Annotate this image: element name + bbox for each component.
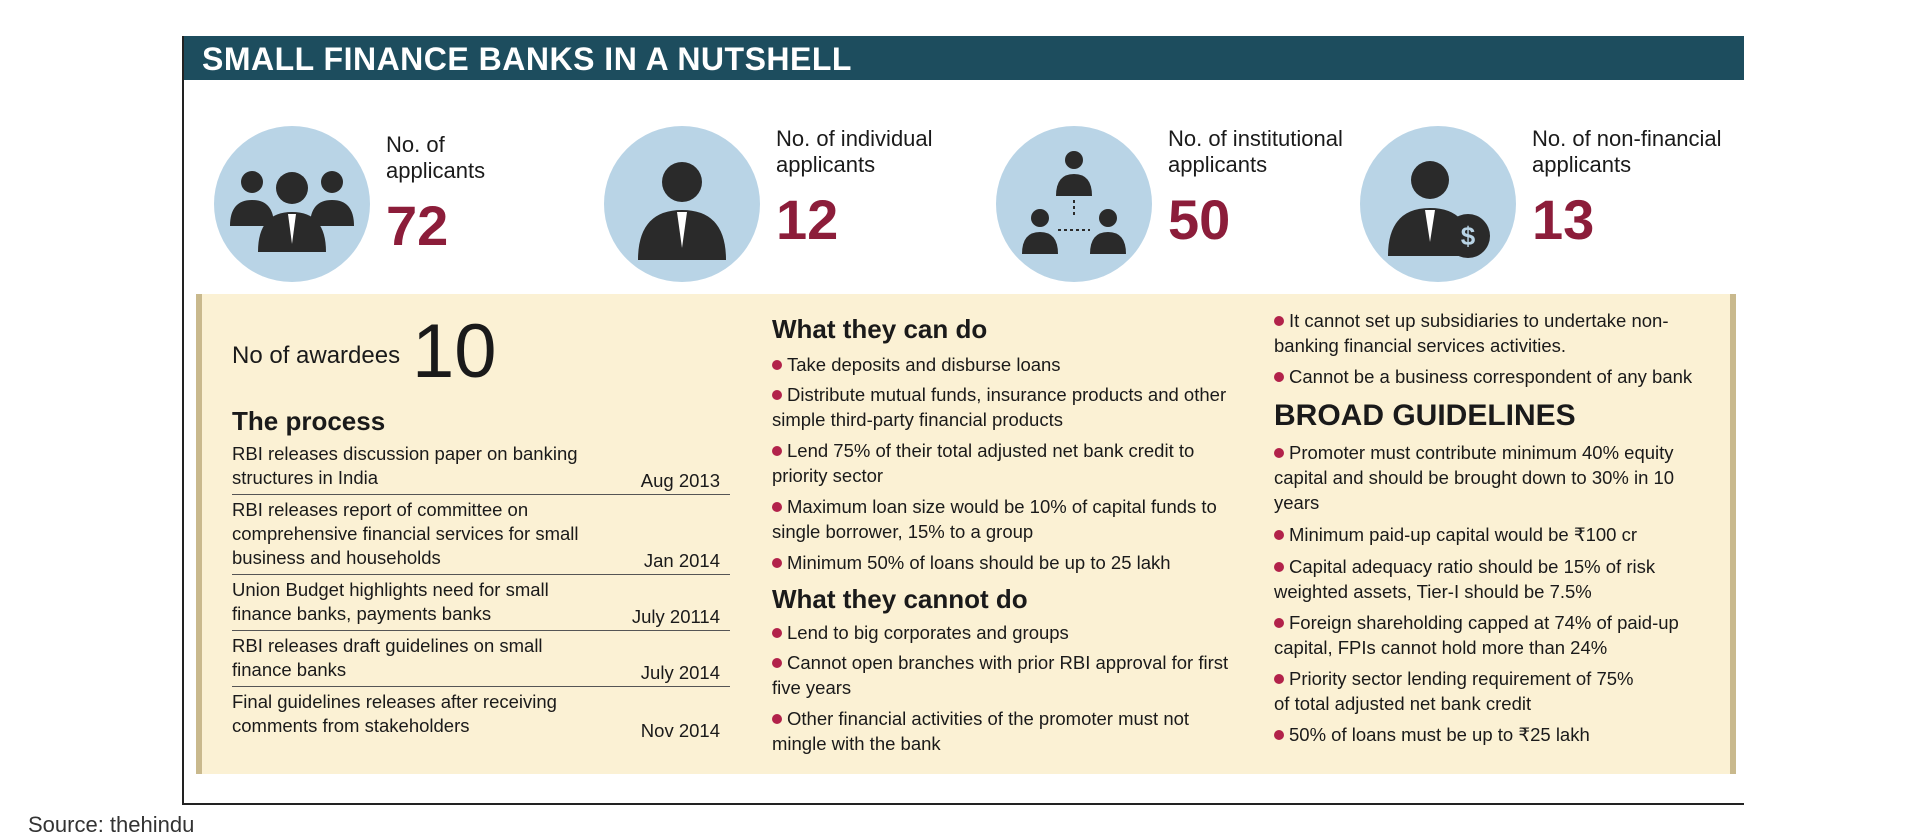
bullet-icon xyxy=(1274,674,1284,684)
bullet-icon xyxy=(772,658,782,668)
group-people-icon xyxy=(214,126,370,282)
list-item: It cannot set up subsidiaries to underta… xyxy=(1274,310,1669,356)
stat-value: 12 xyxy=(776,188,839,251)
stat-label: No. of applicants xyxy=(386,132,486,183)
awardees-value: 10 xyxy=(412,309,497,394)
list-item: Cannot open branches with prior RBI appr… xyxy=(772,652,1229,698)
title-bar: SMALL FINANCE BANKS IN A NUTSHELL xyxy=(184,36,1744,80)
list-item: Other financial activities of the promot… xyxy=(772,708,1190,754)
person-money-icon: $ xyxy=(1360,126,1516,282)
process-title: The process xyxy=(232,406,386,436)
list-item: Priority sector lending requirement of 7… xyxy=(1274,668,1634,714)
bullet-icon xyxy=(1274,448,1284,458)
process-row: RBI releases discussion paper on banking… xyxy=(232,442,730,495)
cannot-do-title: What they cannot do xyxy=(772,584,1028,614)
process-row: RBI releases draft guidelines on small f… xyxy=(232,634,730,687)
bullet-icon xyxy=(1274,562,1284,572)
list-item: Maximum loan size would be 10% of capita… xyxy=(772,496,1217,542)
list-item: Minimum 50% of loans should be up to 25 … xyxy=(772,550,1242,575)
bullet-icon xyxy=(1274,530,1284,540)
bullet-icon xyxy=(772,558,782,568)
bullet-icon xyxy=(772,628,782,638)
bullet-icon xyxy=(1274,618,1284,628)
awardees-label: No of awardees xyxy=(232,342,401,369)
list-item: Lend to big corporates and groups xyxy=(772,620,1242,645)
can-do-title: What they can do xyxy=(772,314,988,344)
bullet-icon xyxy=(1274,730,1284,740)
bullet-icon xyxy=(772,502,782,512)
stat-value: 13 xyxy=(1532,188,1595,251)
bullet-icon xyxy=(1274,316,1284,326)
bullet-icon xyxy=(772,714,782,724)
infographic: SMALL FINANCE BANKS IN A NUTSHELL No. of… xyxy=(182,36,1744,805)
process-row: Final guidelines releases after receivin… xyxy=(232,691,720,741)
list-item: Capital adequacy ratio should be 15% of … xyxy=(1274,556,1656,602)
stat-label: No. of individual applicants xyxy=(776,126,933,177)
stat-label: No. of institutional applicants xyxy=(1168,126,1343,177)
list-item: Distribute mutual funds, insurance produ… xyxy=(772,384,1227,430)
list-item: Lend 75% of their total adjusted net ban… xyxy=(772,440,1195,486)
guidelines-title: BROAD GUIDELINES xyxy=(1274,399,1576,432)
stat-label: No. of non-financial applicants xyxy=(1532,126,1722,177)
content-panel: No of awardees 10 The process RBI releas… xyxy=(196,294,1736,774)
list-item: Promoter must contribute minimum 40% equ… xyxy=(1274,442,1675,513)
list-item: Foreign shareholding capped at 74% of pa… xyxy=(1274,612,1679,658)
bullet-icon xyxy=(772,360,782,370)
bullet-icon xyxy=(1274,372,1284,382)
stat-value: 72 xyxy=(386,194,449,257)
svg-text:$: $ xyxy=(1461,221,1476,251)
bullet-icon xyxy=(772,390,782,400)
list-item: Cannot be a business correspondent of an… xyxy=(1274,364,1724,389)
list-item: Minimum paid-up capital would be ₹100 cr xyxy=(1274,522,1724,547)
bullet-icon xyxy=(772,446,782,456)
infographic-title: SMALL FINANCE BANKS IN A NUTSHELL xyxy=(202,41,852,77)
person-icon xyxy=(604,126,760,282)
process-row: RBI releases report of committee on comp… xyxy=(232,498,730,575)
stat-value: 50 xyxy=(1168,188,1231,251)
source-credit: Source: thehindu xyxy=(28,812,195,837)
process-row: Union Budget highlights need for small f… xyxy=(232,578,730,631)
list-item: Take deposits and disburse loans xyxy=(772,352,1242,377)
network-people-icon xyxy=(996,126,1152,282)
list-item: 50% of loans must be up to ₹25 lakh xyxy=(1274,722,1724,747)
